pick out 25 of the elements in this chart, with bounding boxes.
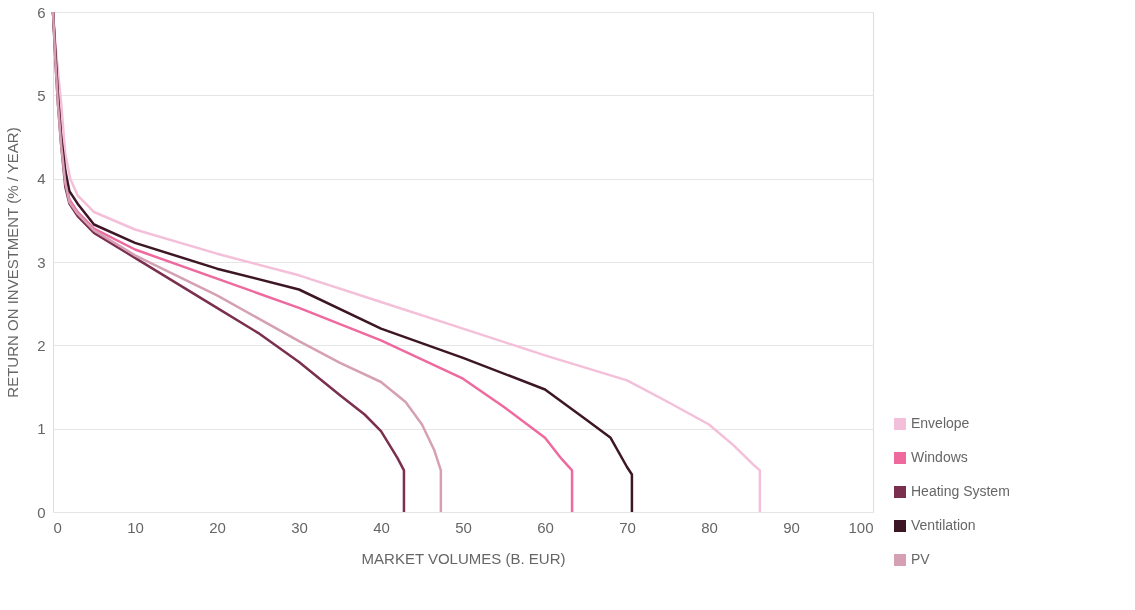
x-tick-label: 30 <box>291 518 308 536</box>
legend-label: Envelope <box>911 415 970 431</box>
x-tick-label: 0 <box>53 518 62 536</box>
legend-label: PV <box>911 551 931 567</box>
x-tick-label: 40 <box>373 518 390 536</box>
y-tick-label: 4 <box>37 170 46 188</box>
y-tick-label: 5 <box>37 86 46 104</box>
y-axis-title: RETURN ON INVESTMENT (% / YEAR) <box>4 127 22 398</box>
legend-label: Ventilation <box>911 517 976 533</box>
y-tick-label: 6 <box>37 3 46 21</box>
x-tick-label: 50 <box>455 518 472 536</box>
x-tick-label: 20 <box>209 518 226 536</box>
x-axis-title: MARKET VOLUMES (B. EUR) <box>361 549 566 567</box>
y-tick-label: 1 <box>37 420 46 438</box>
y-tick-label: 3 <box>37 253 46 271</box>
y-tick-label: 0 <box>37 503 46 521</box>
y-tick-label: 2 <box>37 336 46 354</box>
legend-label: Windows <box>911 449 968 465</box>
x-tick-label: 80 <box>701 518 718 536</box>
x-tick-label: 100 <box>848 518 874 536</box>
x-tick-label: 60 <box>537 518 554 536</box>
x-tick-label: 70 <box>619 518 636 536</box>
x-tick-label: 90 <box>783 518 800 536</box>
x-tick-label: 10 <box>127 518 144 536</box>
legend-label: Heating System <box>911 483 1010 499</box>
